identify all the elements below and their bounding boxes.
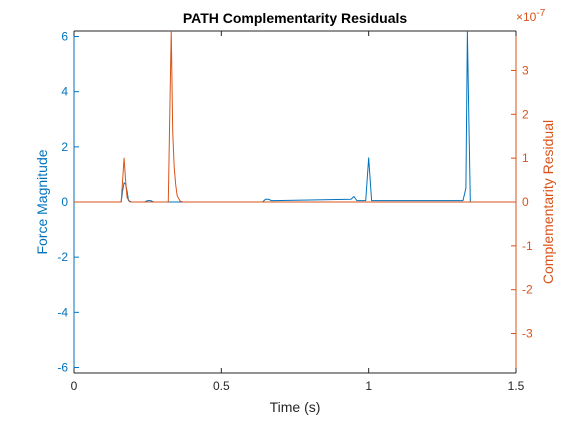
series-line-force-magnitude xyxy=(74,31,516,203)
y-left-tick-label: -4 xyxy=(57,305,68,319)
y-axis-right-label: Complementarity Residual xyxy=(540,120,556,284)
y-right-tick-label: -3 xyxy=(522,327,533,341)
y-left-tick-label: 0 xyxy=(61,195,68,209)
x-tick-label: 0 xyxy=(71,379,78,393)
exponent-base: ×10 xyxy=(516,10,537,24)
y-axis-right-exponent: ×10-7 xyxy=(516,8,546,24)
y-axis-left-label: Force Magnitude xyxy=(34,149,50,254)
plot-area: 0 0.5 1 1.5 -6 -4 -2 0 2 4 6 -3 -2 -1 0 1 2 3 xyxy=(57,30,533,393)
x-axis-label: Time (s) xyxy=(270,399,321,415)
chart-title: PATH Complementarity Residuals xyxy=(183,10,408,26)
y-right-tick-label: 2 xyxy=(522,107,529,121)
y-left-tick-label: 4 xyxy=(61,85,68,99)
y-right-tick-label: 3 xyxy=(522,63,529,77)
y-left-tick-label: -6 xyxy=(57,360,68,374)
y-left-tick-label: 2 xyxy=(61,140,68,154)
x-tick-label: 1.5 xyxy=(508,379,525,393)
y-left-tick-label: -2 xyxy=(57,250,68,264)
y-right-tick-label: 0 xyxy=(522,195,529,209)
x-tick-label: 1 xyxy=(365,379,372,393)
x-tick-label: 0.5 xyxy=(213,379,230,393)
exponent-power: -7 xyxy=(536,8,545,19)
y-left-tick-label: 6 xyxy=(61,30,68,44)
y-right-tick-label: -2 xyxy=(522,283,533,297)
series-line-complementarity-residual xyxy=(74,31,516,203)
y-right-tick-label: -1 xyxy=(522,239,533,253)
y-right-tick-label: 1 xyxy=(522,151,529,165)
